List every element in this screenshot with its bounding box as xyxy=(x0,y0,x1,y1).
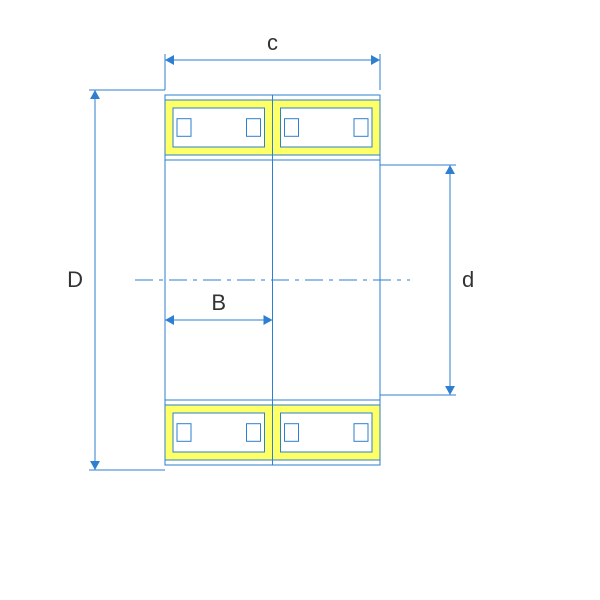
bearing-cross-section-diagram: D d B c xyxy=(0,0,600,600)
label-single-width: B xyxy=(211,290,226,315)
label-total-width: c xyxy=(267,30,278,55)
label-bore-diameter: d xyxy=(462,267,474,292)
label-outer-diameter: D xyxy=(67,267,83,292)
